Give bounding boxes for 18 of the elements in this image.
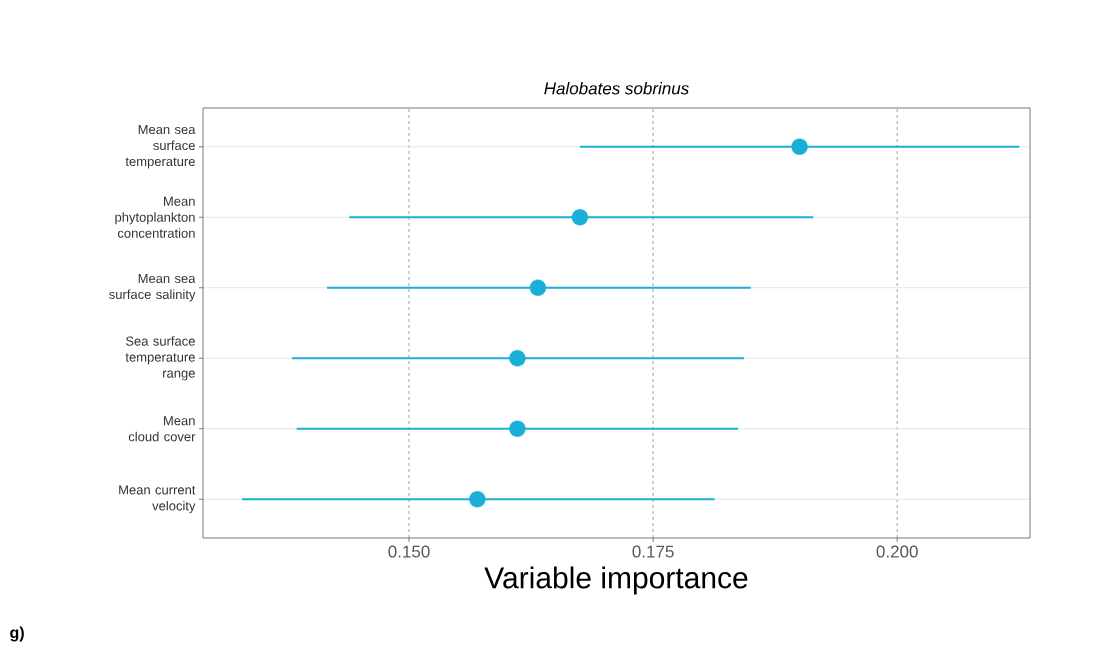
- point: [571, 209, 589, 226]
- point: [529, 279, 547, 296]
- y-tick-label: Mean sea surface temperature: [125, 124, 196, 169]
- y-tick-label: Mean cloud cover: [128, 416, 196, 442]
- text: g): [10, 626, 24, 642]
- x-axis-title: Variable importance: [484, 566, 748, 595]
- x-tick-label: 0.200: [876, 545, 918, 558]
- y-tick-label: Mean sea surface salinity: [109, 273, 196, 302]
- x-tick-label: 0.150: [388, 545, 430, 558]
- point: [791, 138, 808, 155]
- chart-title: Halobates sobrinus: [544, 81, 689, 95]
- x-tick-label: 0.175: [632, 545, 674, 558]
- point: [509, 420, 526, 437]
- y-tick-label: Mean phytoplankton concentration: [115, 196, 195, 238]
- point: [469, 491, 486, 508]
- y-tick-label: Sea surface temperature range: [125, 336, 195, 381]
- point: [509, 350, 526, 367]
- y-tick-label: Mean current velocity: [119, 485, 196, 514]
